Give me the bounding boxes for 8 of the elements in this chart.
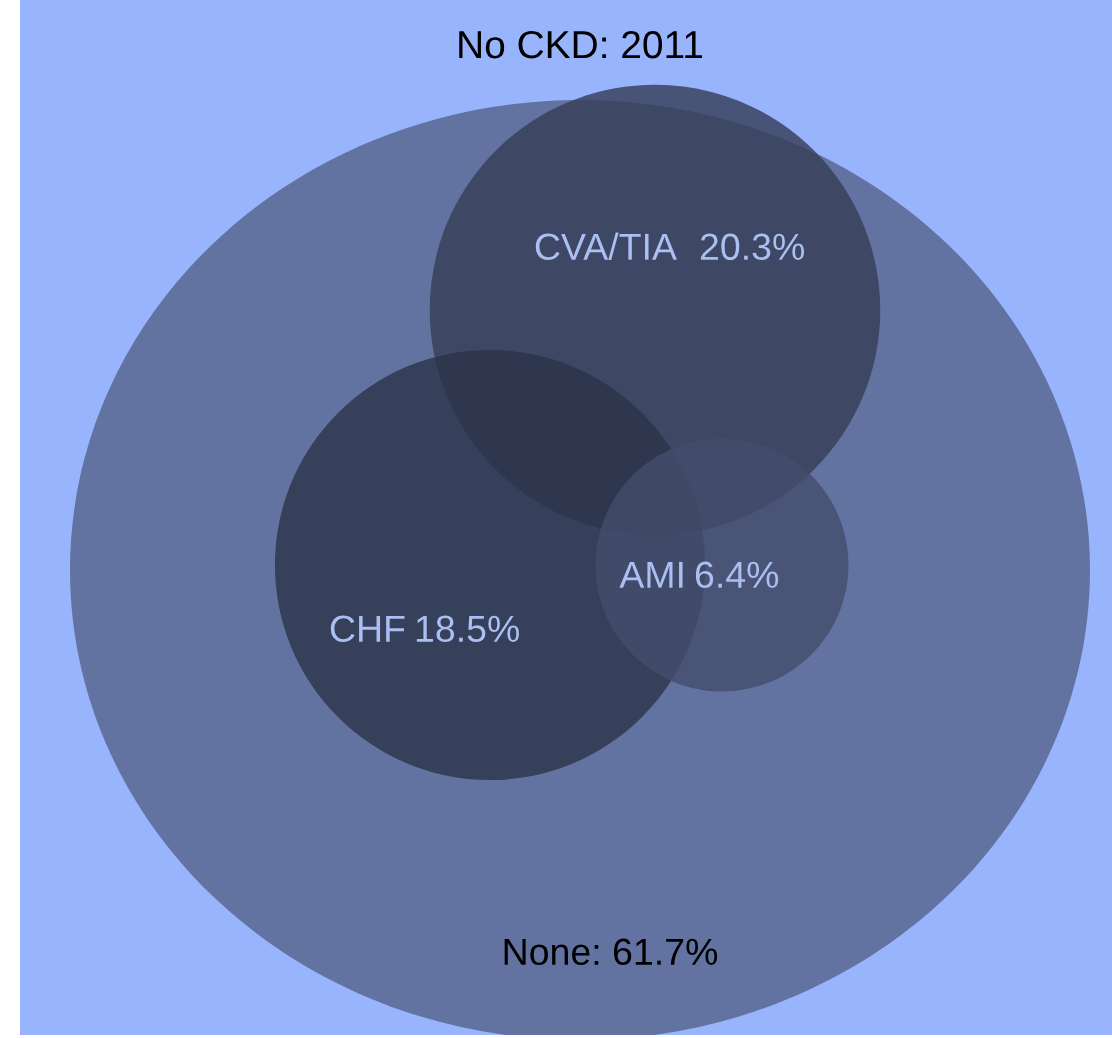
data-label: 20.3%: [700, 233, 804, 261]
category-label: CVA/TIA: [535, 232, 677, 261]
text: No CKD: 2011: [459, 30, 703, 59]
data-label: 6.4%: [695, 561, 779, 589]
category-label: AMI: [619, 561, 683, 588]
data-label: 18.5%: [416, 615, 519, 643]
category-label: CHF: [330, 615, 405, 643]
text: None: 61.7%: [504, 938, 718, 966]
